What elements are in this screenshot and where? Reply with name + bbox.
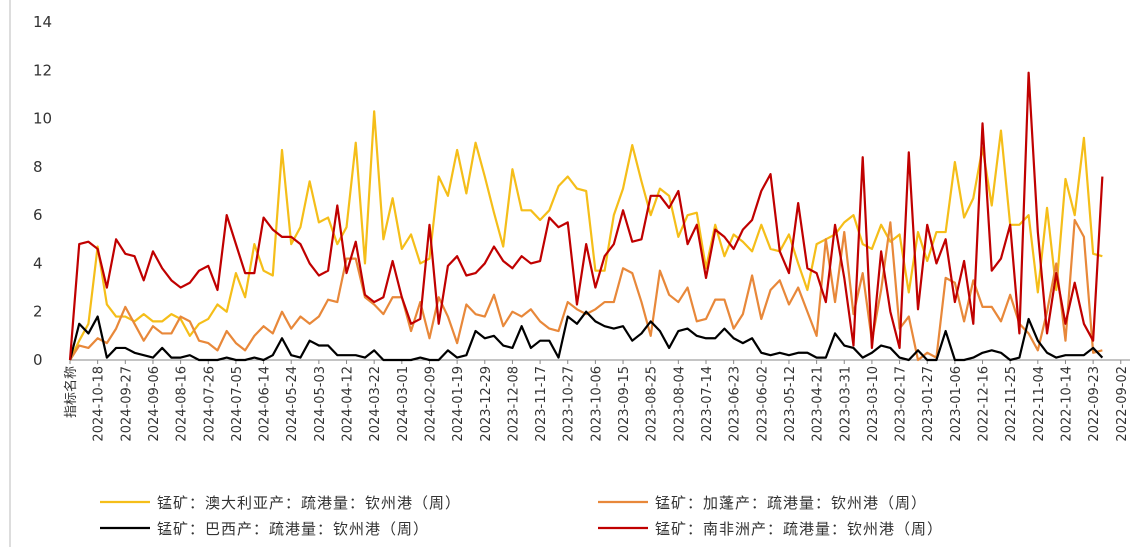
y-tick-label: 8 <box>33 158 43 176</box>
y-tick-label: 12 <box>33 61 52 79</box>
series-line <box>69 110 1103 361</box>
series-line <box>68 310 1104 362</box>
x-tick-label: 2024-10-18 <box>92 366 107 442</box>
x-tick-label: 2024-04-12 <box>341 366 356 442</box>
x-tick-label: 2024-02-09 <box>423 366 438 442</box>
x-tick-label: 2024-09-27 <box>119 366 134 442</box>
x-tick-label: 2023-09-15 <box>617 366 632 442</box>
x-tick-label: 2022-12-16 <box>977 366 992 442</box>
x-tick-label: 2023-06-23 <box>728 366 743 442</box>
x-tick-label: 2024-05-24 <box>285 366 300 442</box>
x-tick-label: 2023-01-06 <box>949 366 964 442</box>
y-tick-label: 4 <box>33 254 43 272</box>
legend-label: 锰矿：加蓬产：疏港量：钦州港（周） <box>655 494 927 512</box>
x-tick-label: 2023-11-17 <box>534 366 549 442</box>
legend-label: 锰矿：巴西产：疏港量：钦州港（周） <box>157 520 429 538</box>
x-tick-label: 2023-02-17 <box>894 366 909 442</box>
x-tick-label: 2023-10-27 <box>562 366 577 442</box>
legend-label: 锰矿：南非洲产：疏港量：钦州港（周） <box>655 520 943 538</box>
x-tick-label: 2023-05-12 <box>783 366 798 442</box>
x-tick-label: 2023-03-31 <box>838 366 853 442</box>
x-tick-label: 2024-03-01 <box>396 366 411 442</box>
x-tick-label: 2024-01-19 <box>451 366 466 442</box>
x-tick-label: 2024-06-14 <box>258 366 273 442</box>
x-tick-label: 2024-09-06 <box>147 366 162 442</box>
series-line <box>69 218 1103 362</box>
x-tick-label: 2023-12-29 <box>479 366 494 442</box>
y-tick-label: 0 <box>33 351 43 369</box>
x-tick-label: 2023-10-06 <box>589 366 604 442</box>
series-line <box>68 71 1104 361</box>
x-tick-label: 2023-07-14 <box>700 366 715 442</box>
x-tick-label: 2023-06-02 <box>755 366 770 442</box>
x-tick-label: 2023-01-27 <box>921 366 936 442</box>
x-tick-label: 2022-10-14 <box>1059 366 1074 442</box>
x-tick-label: 2023-04-21 <box>811 366 826 442</box>
y-tick-label: 10 <box>33 110 52 128</box>
x-tick-label: 2022-11-04 <box>1032 366 1047 442</box>
x-tick-label: 2024-07-26 <box>202 366 217 442</box>
x-tick-label: 2024-08-16 <box>175 366 190 442</box>
y-tick-label: 2 <box>33 303 43 321</box>
y-tick-label: 14 <box>33 13 52 31</box>
x-tick-label: 2024-07-05 <box>230 366 245 442</box>
x-tick-label: 2022-09-02 <box>1115 366 1130 442</box>
legend-label: 锰矿：澳大利亚产：疏港量：钦州港（周） <box>157 494 461 512</box>
x-tick-label: 2023-12-08 <box>506 366 521 442</box>
x-tick-label: 2024-03-22 <box>368 366 383 442</box>
x-tick-label: 2022-11-25 <box>1004 366 1019 442</box>
x-tick-label: 2022-09-23 <box>1087 366 1102 442</box>
x-tick-label: 2023-03-10 <box>866 366 881 442</box>
x-tick-label: 2023-08-25 <box>645 366 660 442</box>
y-tick-label: 6 <box>33 206 43 224</box>
x-tick-label: 2023-08-04 <box>672 366 687 442</box>
x-tick-label: 2024-05-03 <box>313 366 328 442</box>
x-tick-label: 指标名称 <box>63 366 79 418</box>
